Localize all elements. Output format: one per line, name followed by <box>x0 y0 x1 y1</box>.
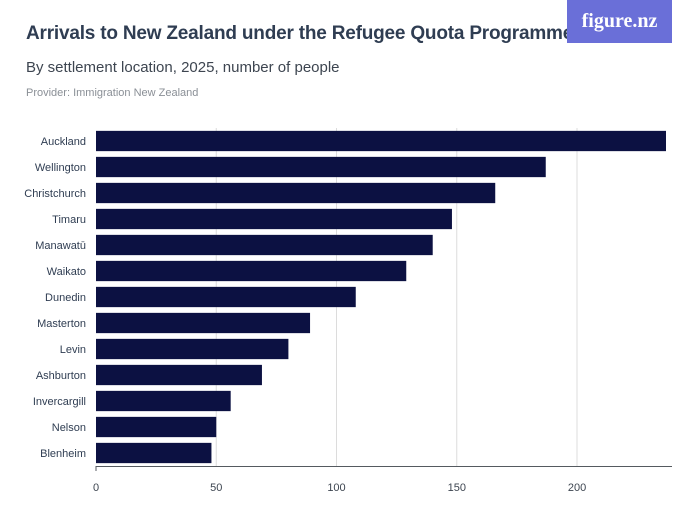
x-tick-label: 0 <box>93 482 99 494</box>
bar <box>96 130 666 152</box>
bar <box>96 156 546 178</box>
x-tick-label: 50 <box>210 482 222 494</box>
category-label: Waikato <box>47 266 86 278</box>
category-label: Manawatū <box>35 240 86 252</box>
x-tick-label: 200 <box>568 482 586 494</box>
bar <box>96 260 407 282</box>
category-label: Masterton <box>37 318 86 330</box>
category-label: Auckland <box>41 136 86 148</box>
bar <box>96 364 262 386</box>
bar <box>96 208 452 230</box>
chart-title: Arrivals to New Zealand under the Refuge… <box>26 23 574 44</box>
bar <box>96 442 212 464</box>
bar <box>96 312 311 334</box>
bar <box>96 390 231 412</box>
bar <box>96 234 433 256</box>
data-provider: Provider: Immigration New Zealand <box>26 87 199 99</box>
category-label: Ashburton <box>36 370 86 382</box>
category-label: Nelson <box>52 422 86 434</box>
bar <box>96 286 356 308</box>
category-label: Christchurch <box>24 188 86 200</box>
bar <box>96 182 496 204</box>
x-tick-label: 100 <box>327 482 345 494</box>
category-label: Wellington <box>35 162 86 174</box>
category-label: Dunedin <box>45 292 86 304</box>
figure-nz-logo[interactable]: figure.nz <box>567 0 672 43</box>
category-label: Blenheim <box>40 448 86 460</box>
bar <box>96 416 217 438</box>
x-tick-label: 150 <box>448 482 466 494</box>
category-label: Invercargill <box>33 396 86 408</box>
bar <box>96 338 289 360</box>
category-label: Levin <box>60 344 86 356</box>
category-label: Timaru <box>52 214 86 226</box>
chart-subtitle: By settlement location, 2025, number of … <box>26 59 340 76</box>
